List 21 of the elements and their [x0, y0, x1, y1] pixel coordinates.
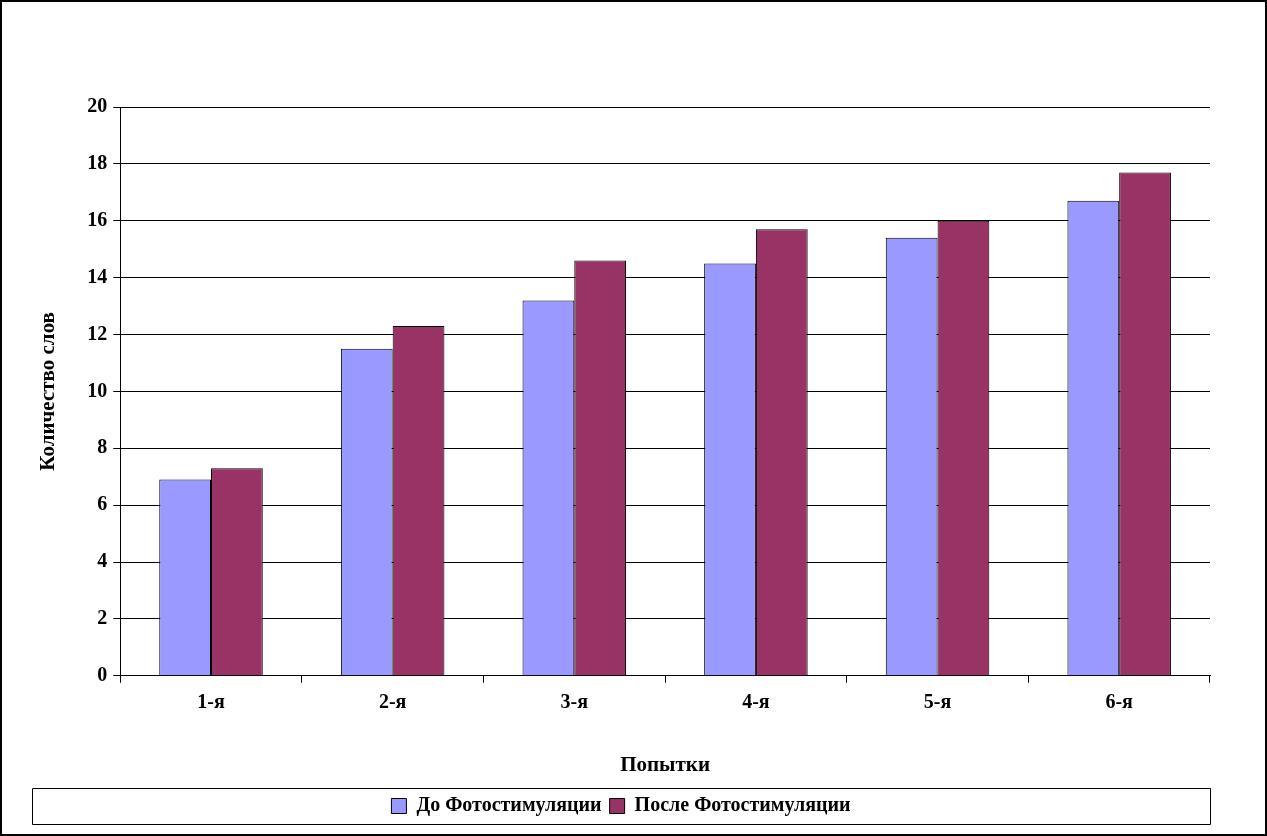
- x-tick-label: 3-я: [560, 689, 589, 712]
- x-tick-label: 4-я: [742, 689, 770, 712]
- x-tick-label: 5-я: [923, 689, 952, 712]
- y-tick-label: 16: [87, 207, 108, 230]
- y-tick-label: 6: [97, 492, 108, 515]
- x-tick-label: 1-я: [197, 689, 225, 712]
- y-tick-label: 14: [87, 264, 108, 287]
- y-tick-label: 12: [87, 321, 108, 344]
- y-axis-title: Количество слов: [35, 312, 60, 471]
- y-tick-label: 4: [97, 549, 108, 572]
- y-tick-label: 0: [97, 662, 108, 685]
- y-tick-label: 8: [97, 435, 108, 458]
- y-tick-label: 20: [87, 94, 108, 117]
- x-tick-label: 2-я: [378, 689, 407, 712]
- y-tick-label: 10: [87, 378, 108, 401]
- x-tick-label: 6-я: [1105, 689, 1134, 712]
- x-axis-title: Попытки: [620, 751, 711, 776]
- y-tick-label: 18: [87, 151, 108, 174]
- y-tick-label: 2: [97, 606, 108, 629]
- legend-label: После Фотостимуляции: [634, 793, 851, 817]
- legend-label: До Фотостимуляции: [416, 793, 602, 817]
